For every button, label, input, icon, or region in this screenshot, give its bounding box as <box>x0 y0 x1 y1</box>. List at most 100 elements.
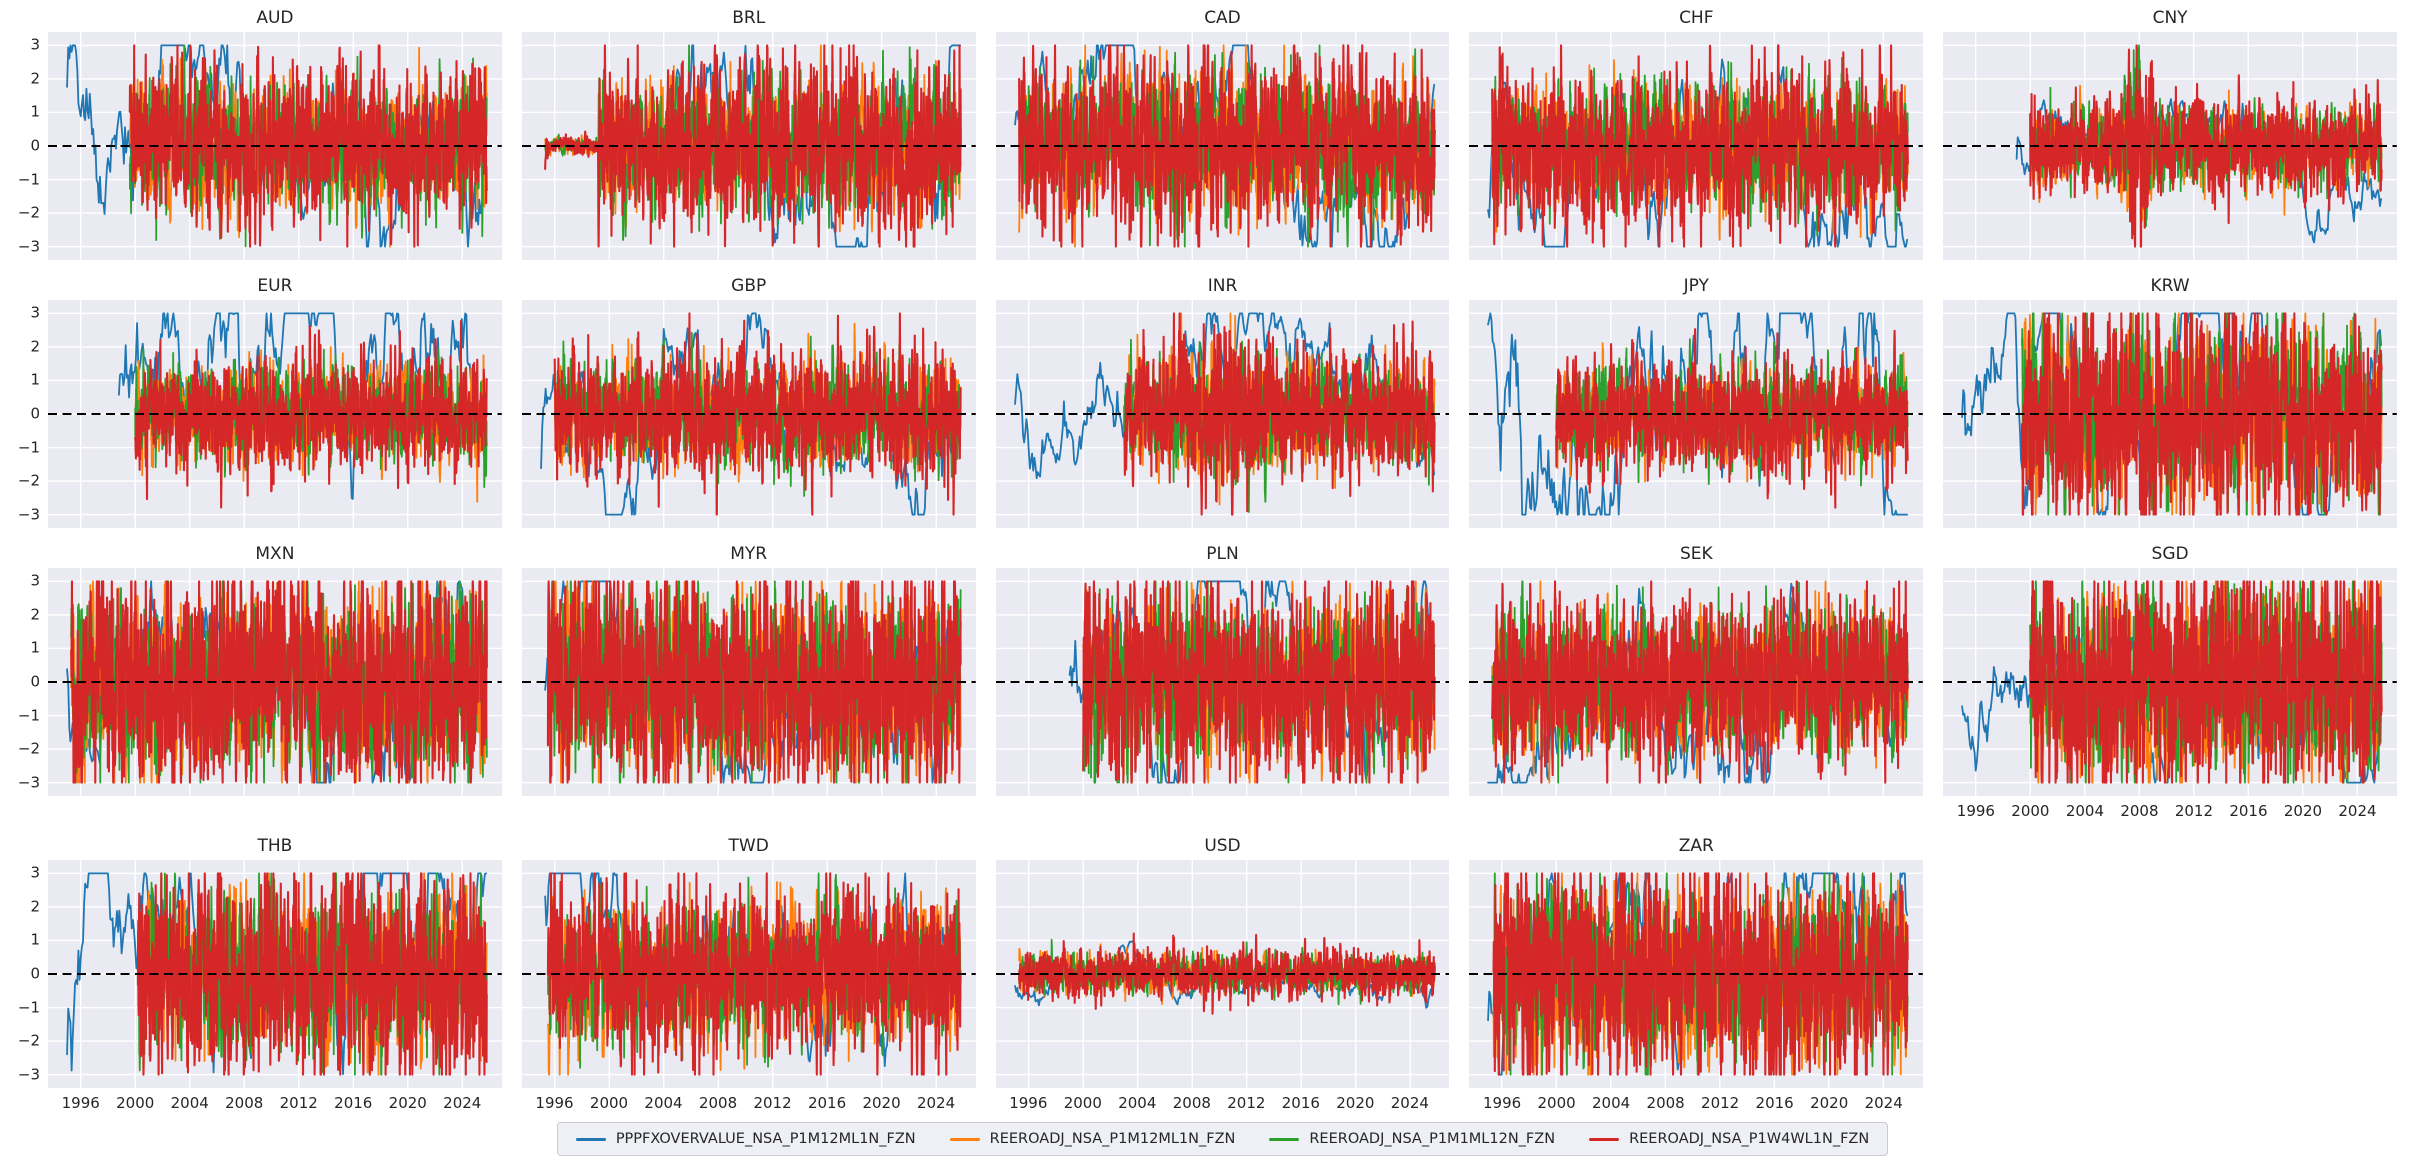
panel-cny: CNY <box>1943 6 2397 260</box>
x-tick-label: 1996 <box>1956 802 1995 820</box>
x-tick-label: 2020 <box>2283 802 2323 820</box>
x-tick-label: 2024 <box>2338 802 2377 820</box>
x-tick-label: 1996 <box>535 1094 574 1112</box>
y-tick-label: 1 <box>30 102 40 121</box>
y-tick-label: 3 <box>30 863 40 882</box>
panel-title: USD <box>1204 836 1241 856</box>
x-tick-label: 2012 <box>2174 802 2214 820</box>
reeroadj-nsa-p1w4wl1n-fzn-line <box>135 321 486 508</box>
panel-title: JPY <box>1683 276 1709 296</box>
plot-area <box>1469 568 1924 796</box>
panel-title: EUR <box>257 276 293 296</box>
reeroadj-nsa-p1w4wl1n-fzn-line <box>1494 873 1908 1074</box>
x-tick-label: 1996 <box>1483 1094 1522 1112</box>
plot-area: 3 2 1 0 −1 −2 −3 <box>18 860 502 1088</box>
legend-label: REEROADJ_NSA_P1W4WL1N_FZN <box>1629 1131 1870 1147</box>
x-tick-label: 2020 <box>1810 1094 1849 1112</box>
y-tick-label: −2 <box>17 739 40 758</box>
x-tick-label: 2012 <box>753 1094 792 1112</box>
y-tick-label: 0 <box>30 672 40 691</box>
x-axis: 1996 2000 2004 2008 2012 2016 2020 2024 <box>522 1088 976 1112</box>
x-tick-label: 2008 <box>1172 1094 1211 1112</box>
y-tick-label: 0 <box>30 964 40 983</box>
y-tick-label: −1 <box>17 438 40 457</box>
panel-myr: MYR <box>521 542 976 820</box>
panel-title: CHF <box>1679 8 1714 28</box>
line-chart-eur <box>48 300 502 528</box>
plot-area <box>995 32 1450 260</box>
y-tick-label: 3 <box>30 571 40 590</box>
legend-item: REEROADJ_NSA_P1M1ML12N_FZN <box>1269 1131 1555 1147</box>
panel-title: MYR <box>730 544 768 564</box>
panel-aud: AUD 3 2 1 0 −1 −2 −3 <box>18 6 502 260</box>
x-tick-label: 2004 <box>644 1094 683 1112</box>
panel-eur: EUR 3 2 1 0 −1 −2 −3 <box>18 274 502 528</box>
line-chart-aud <box>48 32 502 260</box>
x-tick-label: 2016 <box>807 1094 847 1112</box>
plot-area <box>995 568 1450 796</box>
y-tick-label: 1 <box>30 930 40 949</box>
panel-zar: ZAR 1996 2000 2004 2008 2012 2016 2020 2024 <box>1469 834 1924 1112</box>
reeroadj-nsa-p1w4wl1n-fzn-line <box>130 45 487 246</box>
reeroadj-nsa-p1w4wl1n-fzn-line <box>2022 313 2382 514</box>
reeroadj-nsa-p1w4wl1n-fzn-line <box>71 581 487 782</box>
x-axis: 1996 2000 2004 2008 2012 2016 2020 2024 <box>48 1088 502 1112</box>
x-tick-label: 2012 <box>279 1094 318 1112</box>
legend-row: PPPFXOVERVALUE_NSA_P1M12ML1N_FZN REEROADJ… <box>48 1122 2397 1156</box>
panel-title: CAD <box>1204 8 1241 28</box>
panel-title: TWD <box>728 836 769 856</box>
line-chart-inr <box>995 300 1450 528</box>
x-tick-label: 2012 <box>1227 1094 1266 1112</box>
panel-brl: BRL <box>521 6 976 260</box>
y-tick-label: −2 <box>17 1031 40 1050</box>
panel-title: KRW <box>2150 276 2190 296</box>
legend-item: REEROADJ_NSA_P1M12ML1N_FZN <box>949 1131 1235 1147</box>
plot-area <box>1943 32 2397 260</box>
x-tick-label: 2012 <box>1701 1094 1740 1112</box>
line-chart-krw <box>1943 300 2397 528</box>
legend-label: REEROADJ_NSA_P1M1ML12N_FZN <box>1309 1131 1556 1147</box>
x-tick-label: 2024 <box>916 1094 956 1112</box>
line-chart-gbp <box>521 300 976 528</box>
panel-title: BRL <box>732 8 766 28</box>
panel-title: CNY <box>2152 8 2188 28</box>
panel-sek: SEK <box>1469 542 1924 820</box>
legend-swatch-pppfxovervalue-nsa-p1m12ml1n-fzn <box>575 1137 606 1141</box>
line-chart-mxn <box>48 568 502 796</box>
line-chart-zar <box>1469 860 1924 1088</box>
x-tick-label: 2008 <box>225 1094 264 1112</box>
panel-thb: THB 3 2 1 0 −1 −2 −3 1996 2000 2004 2008 2012 2016 202… <box>18 834 502 1112</box>
x-tick-label: 2008 <box>698 1094 738 1112</box>
y-tick-label: 2 <box>30 69 40 88</box>
panel-krw: KRW <box>1943 274 2397 528</box>
panel-title: INR <box>1207 276 1238 296</box>
x-tick-label: 2000 <box>2011 802 2050 820</box>
x-axis: 1996 2000 2004 2008 2012 2016 2020 2024 <box>1943 796 2397 820</box>
y-tick-label: 1 <box>30 370 40 389</box>
line-chart-brl <box>521 32 976 260</box>
line-chart-cny <box>1943 32 2397 260</box>
line-chart-twd <box>521 860 976 1088</box>
panel-title: AUD <box>256 8 294 28</box>
panel-title: SGD <box>2151 544 2189 564</box>
panel-mxn: MXN 3 2 1 0 −1 −2 −3 <box>18 542 502 820</box>
line-chart-jpy <box>1469 300 1924 528</box>
legend-item: REEROADJ_NSA_P1W4WL1N_FZN <box>1589 1131 1869 1147</box>
x-tick-label: 2016 <box>1281 1094 1320 1112</box>
panel-jpy: JPY <box>1469 274 1924 528</box>
reeroadj-nsa-p1w4wl1n-fzn-line <box>138 873 487 1074</box>
reeroadj-nsa-p1w4wl1n-fzn-line <box>1124 313 1435 514</box>
legend-swatch-reeroadj-nsa-p1w4wl1n-fzn <box>1589 1137 1620 1141</box>
y-tick-label: 3 <box>30 303 40 322</box>
reeroadj-nsa-p1w4wl1n-fzn-line <box>2030 581 2381 782</box>
y-tick-label: 1 <box>30 638 40 657</box>
line-chart-cad <box>995 32 1450 260</box>
x-tick-label: 2000 <box>589 1094 629 1112</box>
reeroadj-nsa-p1w4wl1n-fzn-line <box>1019 934 1435 1014</box>
panel-twd: TWD 1996 2000 2004 2008 2012 2016 2020 2024 <box>521 834 976 1112</box>
x-tick-label: 2016 <box>1755 1094 1794 1112</box>
reeroadj-nsa-p1w4wl1n-fzn-line <box>1493 581 1909 782</box>
y-tick-label: −2 <box>17 471 40 490</box>
x-tick-label: 2004 <box>1592 1094 1631 1112</box>
line-chart-myr <box>521 568 976 796</box>
